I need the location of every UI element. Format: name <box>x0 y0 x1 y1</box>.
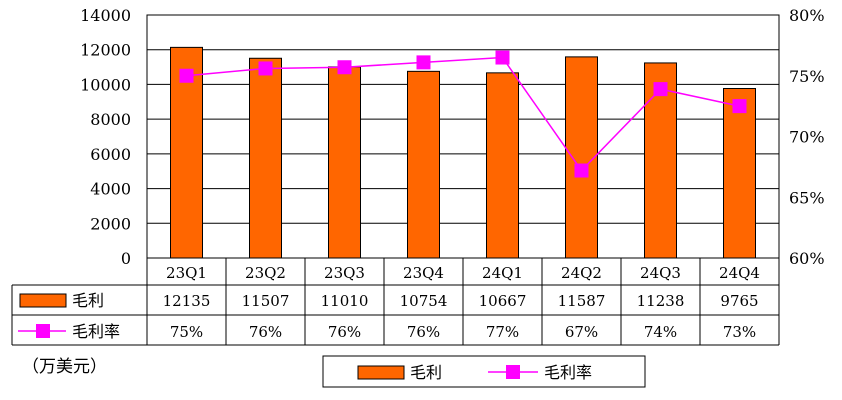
y-left-tick-label: 4000 <box>90 180 131 199</box>
line-marker <box>654 82 668 96</box>
line-marker <box>259 61 273 75</box>
y-right-tick-label: 80% <box>789 6 825 25</box>
data-label: 12135 <box>163 292 211 310</box>
data-label: 67% <box>565 323 598 341</box>
legend-key-marker <box>506 365 520 379</box>
data-label: 76% <box>249 323 282 341</box>
line-marker <box>338 60 352 74</box>
data-label: 76% <box>407 323 440 341</box>
x-tick-label: 24Q3 <box>640 264 681 282</box>
y-left-tick-label: 2000 <box>90 214 131 233</box>
x-tick-label: 23Q2 <box>245 264 286 282</box>
y-left-tick-label: 6000 <box>90 145 131 164</box>
bar <box>329 67 361 258</box>
line-marker <box>733 99 747 113</box>
bar <box>408 71 440 258</box>
y-right-tick-label: 70% <box>789 128 825 147</box>
legend-key-bar <box>358 366 404 379</box>
data-label: 11587 <box>558 292 606 310</box>
bar <box>250 58 282 258</box>
unit-label: （万美元） <box>22 352 107 377</box>
line-marker <box>417 55 431 69</box>
data-label: 9765 <box>720 292 758 310</box>
plot-area-border <box>147 15 779 258</box>
x-tick-label: 23Q1 <box>166 264 207 282</box>
data-label: 11507 <box>242 292 290 310</box>
data-label: 76% <box>328 323 361 341</box>
legend-label: 毛利 <box>410 363 442 382</box>
data-label: 75% <box>170 323 203 341</box>
y-left-tick-label: 0 <box>121 249 131 268</box>
data-label: 11238 <box>637 292 685 310</box>
legend-label: 毛利率 <box>544 363 592 382</box>
y-left-tick-label: 12000 <box>80 41 131 60</box>
line-marker <box>180 69 194 83</box>
data-label: 11010 <box>321 292 369 310</box>
y-left-tick-label: 14000 <box>80 6 131 25</box>
line-marker <box>496 51 510 65</box>
table-row-label: 毛利率 <box>72 322 120 341</box>
legend-key-bar <box>20 294 66 307</box>
data-label: 10667 <box>479 292 527 310</box>
y-right-tick-label: 60% <box>789 249 825 268</box>
bar <box>724 89 756 258</box>
x-tick-label: 24Q4 <box>719 264 760 282</box>
x-tick-label: 23Q3 <box>324 264 365 282</box>
x-tick-label: 24Q1 <box>482 264 523 282</box>
data-label: 10754 <box>400 292 448 310</box>
bar <box>487 73 519 258</box>
y-left-tick-label: 10000 <box>80 75 131 94</box>
x-tick-label: 23Q4 <box>403 264 444 282</box>
data-label: 74% <box>644 323 677 341</box>
legend-key-marker <box>36 324 50 338</box>
y-right-tick-label: 65% <box>789 188 825 207</box>
data-label: 73% <box>723 323 756 341</box>
bar <box>566 57 598 258</box>
data-label: 77% <box>486 323 519 341</box>
y-right-tick-label: 75% <box>789 67 825 86</box>
x-tick-label: 24Q2 <box>561 264 602 282</box>
table-row-label: 毛利 <box>72 291 104 310</box>
line-marker <box>575 164 589 178</box>
y-left-tick-label: 8000 <box>90 110 131 129</box>
